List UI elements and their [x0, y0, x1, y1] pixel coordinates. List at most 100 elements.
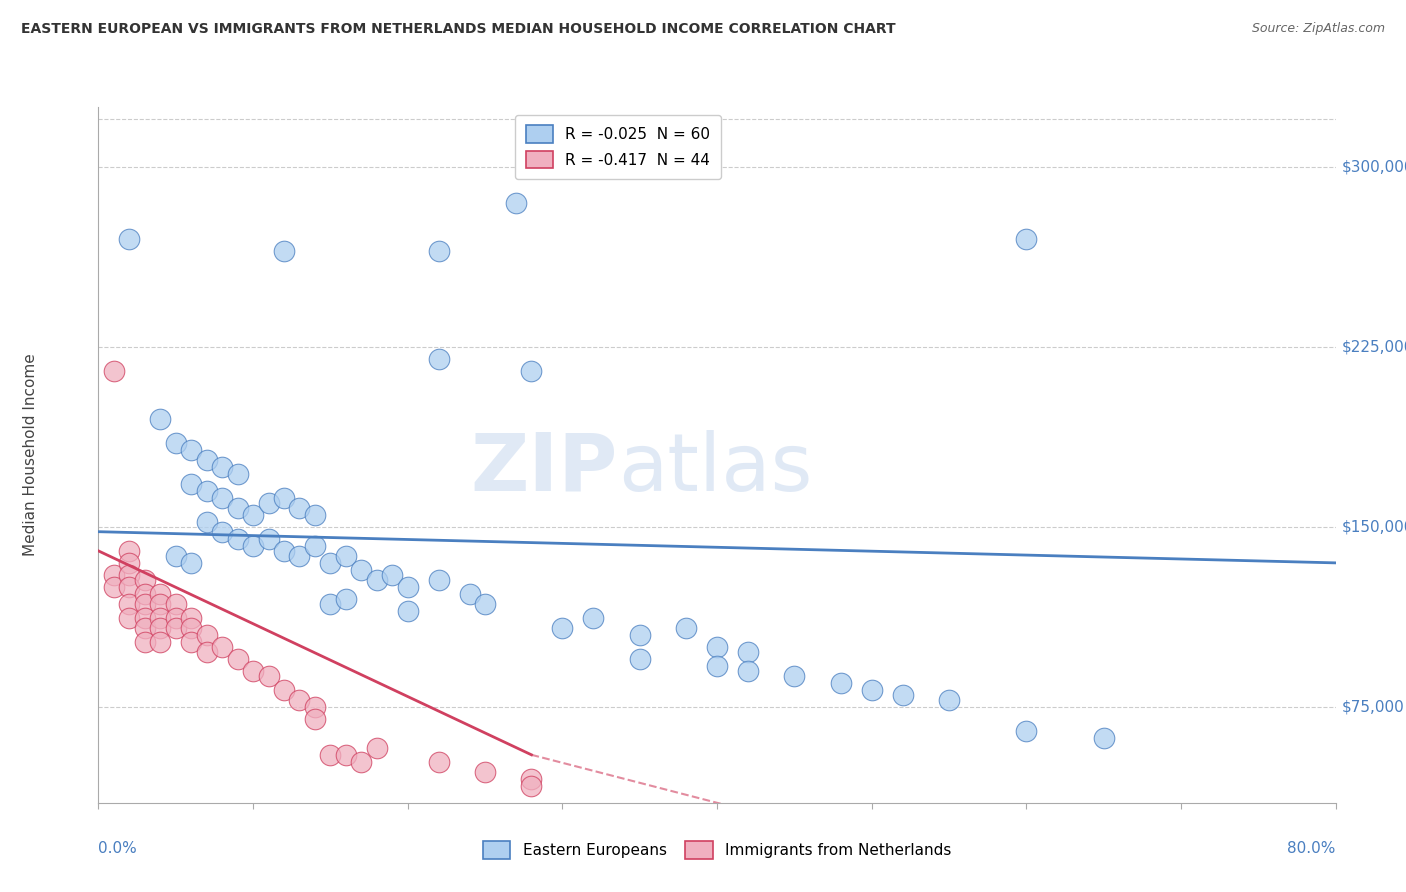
Point [1092, 731, 1115, 745]
Point [103, 580, 125, 594]
Text: $75,000: $75,000 [1341, 699, 1405, 714]
Point [180, 443, 202, 458]
Point [273, 244, 295, 258]
Point [257, 532, 280, 546]
Point [396, 604, 419, 618]
Text: Median Household Income: Median Household Income [22, 353, 38, 557]
Point [134, 611, 156, 625]
Point [180, 621, 202, 635]
Point [134, 621, 156, 635]
Point [335, 591, 357, 606]
Point [134, 587, 156, 601]
Legend: Eastern Europeans, Immigrants from Netherlands: Eastern Europeans, Immigrants from Nethe… [477, 835, 957, 864]
Point [118, 580, 141, 594]
Point [860, 683, 883, 698]
Point [288, 500, 311, 515]
Point [783, 668, 806, 682]
Point [118, 567, 141, 582]
Point [195, 452, 218, 467]
Point [938, 692, 960, 706]
Point [134, 573, 156, 587]
Point [891, 688, 914, 702]
Text: $300,000: $300,000 [1341, 160, 1406, 175]
Point [149, 597, 172, 611]
Point [273, 491, 295, 505]
Point [195, 628, 218, 642]
Point [505, 196, 527, 211]
Point [520, 364, 543, 378]
Point [211, 459, 233, 474]
Point [319, 747, 342, 762]
Point [366, 573, 388, 587]
Point [706, 640, 728, 654]
Point [118, 232, 141, 246]
Point [288, 692, 311, 706]
Point [304, 712, 326, 726]
Point [149, 621, 172, 635]
Point [319, 556, 342, 570]
Point [381, 567, 404, 582]
Point [226, 467, 249, 482]
Point [273, 544, 295, 558]
Point [165, 621, 187, 635]
Point [350, 563, 373, 577]
Point [118, 597, 141, 611]
Point [149, 412, 172, 426]
Text: $225,000: $225,000 [1341, 340, 1406, 354]
Point [520, 772, 543, 786]
Point [366, 740, 388, 755]
Point [149, 587, 172, 601]
Point [520, 779, 543, 793]
Point [134, 597, 156, 611]
Point [103, 567, 125, 582]
Point [211, 524, 233, 539]
Text: ZIP: ZIP [471, 430, 619, 508]
Point [226, 500, 249, 515]
Point [180, 556, 202, 570]
Point [335, 549, 357, 563]
Point [675, 621, 697, 635]
Point [149, 635, 172, 649]
Point [165, 436, 187, 450]
Text: 0.0%: 0.0% [98, 841, 138, 856]
Point [427, 573, 450, 587]
Point [350, 755, 373, 769]
Point [180, 635, 202, 649]
Point [149, 611, 172, 625]
Point [103, 364, 125, 378]
Point [118, 544, 141, 558]
Point [273, 683, 295, 698]
Point [551, 621, 574, 635]
Point [242, 508, 264, 522]
Text: EASTERN EUROPEAN VS IMMIGRANTS FROM NETHERLANDS MEDIAN HOUSEHOLD INCOME CORRELAT: EASTERN EUROPEAN VS IMMIGRANTS FROM NETH… [21, 22, 896, 37]
Point [257, 668, 280, 682]
Point [304, 539, 326, 553]
Point [226, 532, 249, 546]
Point [628, 628, 651, 642]
Point [288, 549, 311, 563]
Point [165, 611, 187, 625]
Text: Source: ZipAtlas.com: Source: ZipAtlas.com [1251, 22, 1385, 36]
Point [319, 597, 342, 611]
Point [737, 645, 759, 659]
Point [427, 755, 450, 769]
Point [304, 699, 326, 714]
Text: 80.0%: 80.0% [1288, 841, 1336, 856]
Point [257, 496, 280, 510]
Text: $150,000: $150,000 [1341, 519, 1406, 534]
Point [335, 747, 357, 762]
Point [737, 664, 759, 678]
Point [242, 664, 264, 678]
Point [165, 597, 187, 611]
Point [1015, 232, 1038, 246]
Point [195, 515, 218, 529]
Point [830, 676, 852, 690]
Point [242, 539, 264, 553]
Point [226, 652, 249, 666]
Point [180, 476, 202, 491]
Point [118, 556, 141, 570]
Point [628, 652, 651, 666]
Point [458, 587, 481, 601]
Point [427, 244, 450, 258]
Point [195, 483, 218, 498]
